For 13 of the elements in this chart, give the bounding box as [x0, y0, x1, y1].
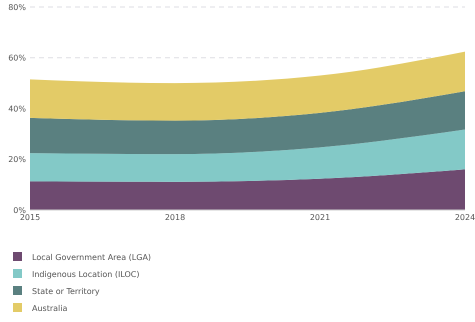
x-tick-label: 2015	[20, 213, 40, 222]
legend-label: Indigenous Location (ILOC)	[32, 270, 140, 279]
y-tick-label: 80%	[8, 2, 26, 12]
y-tick-label: 40%	[8, 104, 26, 114]
y-tick-label: 0%	[13, 206, 26, 215]
x-tick-label: 2018	[164, 213, 186, 222]
y-tick-label: 20%	[8, 155, 26, 164]
y-tick-label: 60%	[8, 54, 26, 63]
x-tick-label: 2024	[454, 213, 475, 222]
x-tick-label: 2021	[310, 213, 330, 222]
legend-label: State or Territory	[32, 286, 100, 296]
legend-label: Australia	[32, 304, 68, 313]
legend-label: Local Government Area (LGA)	[32, 252, 152, 262]
